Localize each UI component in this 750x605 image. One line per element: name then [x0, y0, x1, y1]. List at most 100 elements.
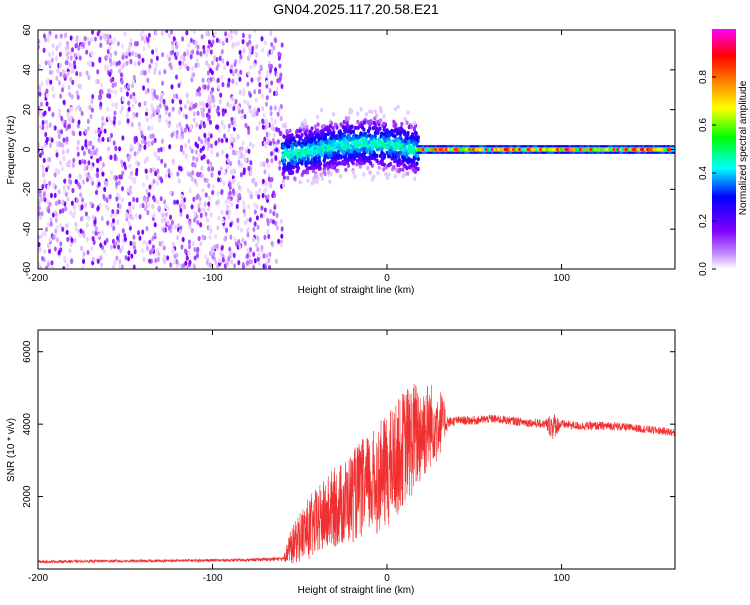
spectrogram-cell: [246, 100, 250, 107]
spectrogram-cell: [161, 52, 165, 58]
spectrogram-cell: [38, 192, 42, 198]
spectrogram-cell: [51, 235, 55, 241]
spectrogram-cell: [90, 98, 94, 104]
spectrogram-cell: [118, 264, 122, 269]
spectrogram-cell: [73, 210, 77, 216]
spectrogram-cell: [334, 135, 338, 140]
spectrogram-cell: [112, 37, 116, 43]
spectrogram-cell: [117, 244, 121, 250]
spectrogram-cell: [77, 104, 81, 110]
spectrogram-cell: [410, 135, 414, 140]
spectrogram-cell: [159, 196, 163, 202]
spectrogram-cell: [253, 30, 257, 34]
spectrogram-cell: [256, 224, 260, 230]
spectrogram-cell: [236, 181, 240, 187]
spectrogram-cell: [188, 219, 192, 226]
spectrogram-cell: [373, 109, 378, 114]
spectrogram-cell: [282, 168, 286, 174]
spectrogram-cell: [130, 176, 134, 182]
spectrogram-cell: [58, 41, 62, 47]
spectrogram-cell: [333, 151, 337, 156]
spectrogram-cell: [339, 131, 343, 136]
spectrogram-cell: [335, 168, 339, 173]
spectrogram-cell: [261, 192, 265, 199]
spectrogram-cell: [230, 120, 234, 126]
spectrogram-cell: [117, 180, 121, 186]
spectrogram-cell: [191, 49, 195, 55]
spectrogram-cell: [353, 125, 358, 131]
spectrogram-cell: [146, 201, 150, 208]
spectrogram-cell: [167, 168, 171, 174]
spectrogram-cell: [413, 176, 417, 181]
spectrogram-cell: [246, 232, 250, 238]
spectrogram-cell: [350, 154, 355, 159]
spectrogram-cell: [110, 88, 114, 94]
spectrogram-cell: [115, 181, 119, 187]
spectrogram-cell: [238, 89, 242, 95]
spectrogram-cell: [143, 140, 147, 146]
spectrogram-cell: [153, 197, 157, 203]
spectrogram-cell: [85, 236, 89, 243]
spectrogram-cell: [142, 256, 146, 262]
spectrogram-cell: [163, 199, 167, 205]
spectrogram-cell: [292, 136, 296, 141]
spectrogram-ytick-label: -20: [22, 182, 33, 197]
spectrogram-cell: [326, 164, 330, 169]
spectrogram-cell: [67, 123, 71, 129]
spectrogram-cell: [181, 36, 185, 42]
spectrogram-cell: [310, 126, 314, 131]
spectrogram-cell: [165, 105, 169, 111]
spectrogram-cell: [229, 68, 233, 74]
spectrogram-cell: [274, 67, 278, 73]
spectrogram-cell: [90, 50, 94, 57]
spectrogram-cell: [134, 213, 138, 219]
spectrogram-cell: [342, 149, 346, 155]
spectrogram-cell: [186, 65, 190, 72]
spectrogram-cell: [78, 71, 82, 77]
spectrogram-cell: [184, 260, 188, 266]
spectrogram-cell: [196, 246, 200, 252]
spectrogram-cell: [133, 61, 137, 67]
spectrogram-cell: [402, 144, 406, 149]
spectrogram-cell: [237, 154, 241, 160]
spectrogram-cell: [320, 151, 325, 157]
spectrogram-cell: [215, 124, 219, 130]
spectrogram-cell: [208, 234, 212, 240]
spectrogram-xtick-label: 100: [553, 273, 570, 284]
spectrogram-cell: [192, 103, 196, 109]
spectrogram-cell: [140, 130, 144, 136]
spectrogram-cell: [175, 199, 179, 205]
spectrogram-cell: [38, 63, 42, 69]
spectrogram-cell: [116, 209, 120, 215]
spectrogram-cell: [356, 148, 360, 153]
spectrogram-cell: [137, 161, 141, 167]
spectrogram-cell: [66, 40, 70, 47]
spectrogram-cell: [123, 31, 127, 37]
spectrogram-cell: [65, 222, 69, 229]
spectrogram-cell: [84, 128, 88, 135]
spectrogram-cell: [329, 171, 333, 177]
spectrogram-cell: [413, 134, 418, 140]
spectrogram-cell: [348, 135, 352, 141]
spectrogram-cell: [192, 30, 196, 34]
spectrogram-cell: [228, 209, 232, 215]
spectrogram-cell: [114, 241, 118, 247]
spectrogram-cell: [147, 67, 151, 74]
spectrogram-cell: [54, 34, 58, 40]
spectrogram-cell: [151, 133, 155, 139]
spectrogram-cell: [396, 104, 400, 110]
spectrogram-cell: [239, 172, 243, 178]
spectrogram-cell: [261, 118, 265, 124]
spectrogram-cell: [358, 123, 362, 129]
spectrogram-cell: [66, 148, 70, 154]
spectrogram-cell: [41, 255, 45, 262]
spectrogram-cell: [100, 230, 104, 236]
spectrogram-cell: [282, 175, 286, 180]
spectrogram-cell: [45, 167, 49, 173]
spectrogram-cell: [208, 224, 212, 231]
spectrogram-cell: [91, 61, 95, 68]
spectrogram-cell: [215, 65, 219, 71]
spectrogram-cell: [127, 256, 131, 262]
spectrogram-cell: [44, 60, 48, 66]
